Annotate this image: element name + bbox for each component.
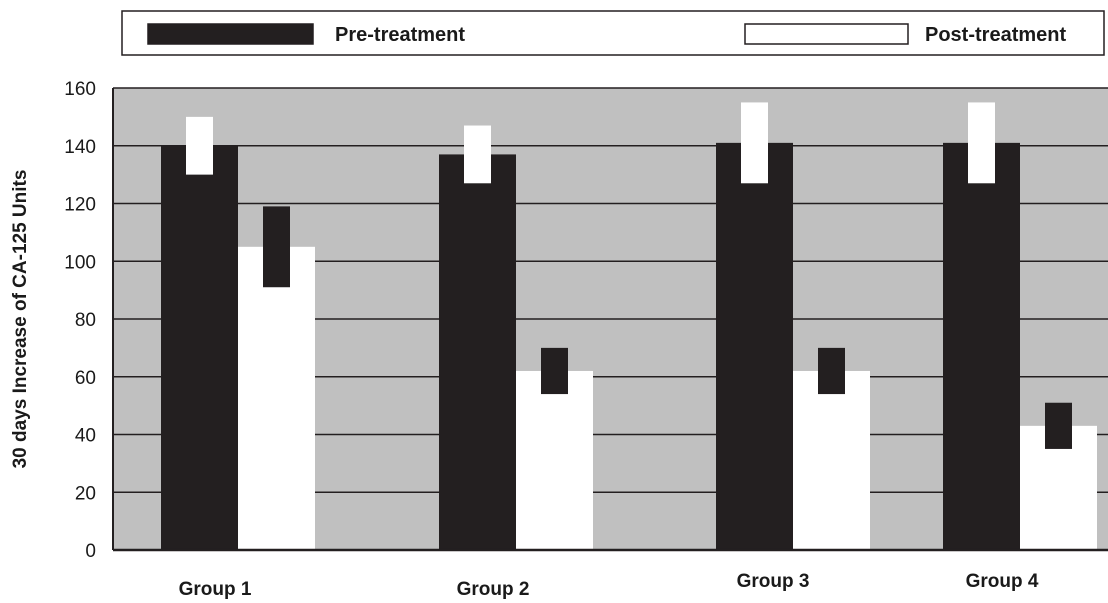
y-tick-label: 120 bbox=[64, 195, 96, 216]
legend-swatch-pre-treatment bbox=[147, 23, 314, 45]
y-tick-label: 40 bbox=[75, 426, 96, 447]
bar-post-group-1 bbox=[238, 246, 315, 550]
x-category-label: Group 4 bbox=[966, 571, 1039, 592]
y-tick-label: 0 bbox=[85, 541, 96, 562]
y-tick-label: 60 bbox=[75, 368, 96, 389]
y-tick-label: 80 bbox=[75, 310, 96, 331]
error-bar-post-group-3 bbox=[818, 347, 845, 395]
error-bar-pre-group-3 bbox=[741, 102, 768, 184]
y-tick-labels: 0 20 40 60 80 100 120 140 160 bbox=[64, 79, 96, 562]
error-bar-post-group-4 bbox=[1045, 402, 1072, 449]
error-bar-post-group-2 bbox=[541, 347, 568, 395]
bar-post-group-2 bbox=[516, 370, 593, 550]
legend-label-post-treatment: Post-treatment bbox=[925, 24, 1066, 46]
legend: Pre-treatment Post-treatment bbox=[121, 10, 1105, 56]
bars bbox=[161, 142, 1097, 551]
x-category-labels: Group 1 Group 2 Group 3 Group 4 bbox=[179, 571, 1039, 600]
bar-post-group-3 bbox=[793, 370, 870, 550]
y-tick-label: 20 bbox=[75, 483, 96, 504]
error-bar-pre-group-4 bbox=[968, 102, 995, 184]
error-bar-post-group-1 bbox=[263, 206, 290, 288]
bar-pre-group-3 bbox=[716, 142, 793, 551]
legend-swatch-post-treatment bbox=[744, 23, 909, 45]
legend-label-pre-treatment: Pre-treatment bbox=[335, 24, 465, 46]
y-tick-label: 140 bbox=[64, 137, 96, 158]
bar-pre-group-1 bbox=[161, 145, 238, 550]
y-tick-label: 100 bbox=[64, 252, 96, 273]
x-category-label: Group 3 bbox=[737, 571, 810, 592]
bar-pre-group-4 bbox=[943, 142, 1020, 551]
error-bar-pre-group-1 bbox=[186, 116, 213, 175]
y-tick-label: 160 bbox=[64, 79, 96, 100]
error-bars bbox=[186, 102, 1072, 449]
error-bar-pre-group-2 bbox=[464, 125, 491, 184]
x-category-label: Group 2 bbox=[457, 579, 530, 600]
x-category-label: Group 1 bbox=[179, 579, 252, 600]
y-axis-label: 30 days Increase of CA-125 Units bbox=[10, 170, 31, 469]
bar-pre-group-2 bbox=[439, 154, 516, 550]
